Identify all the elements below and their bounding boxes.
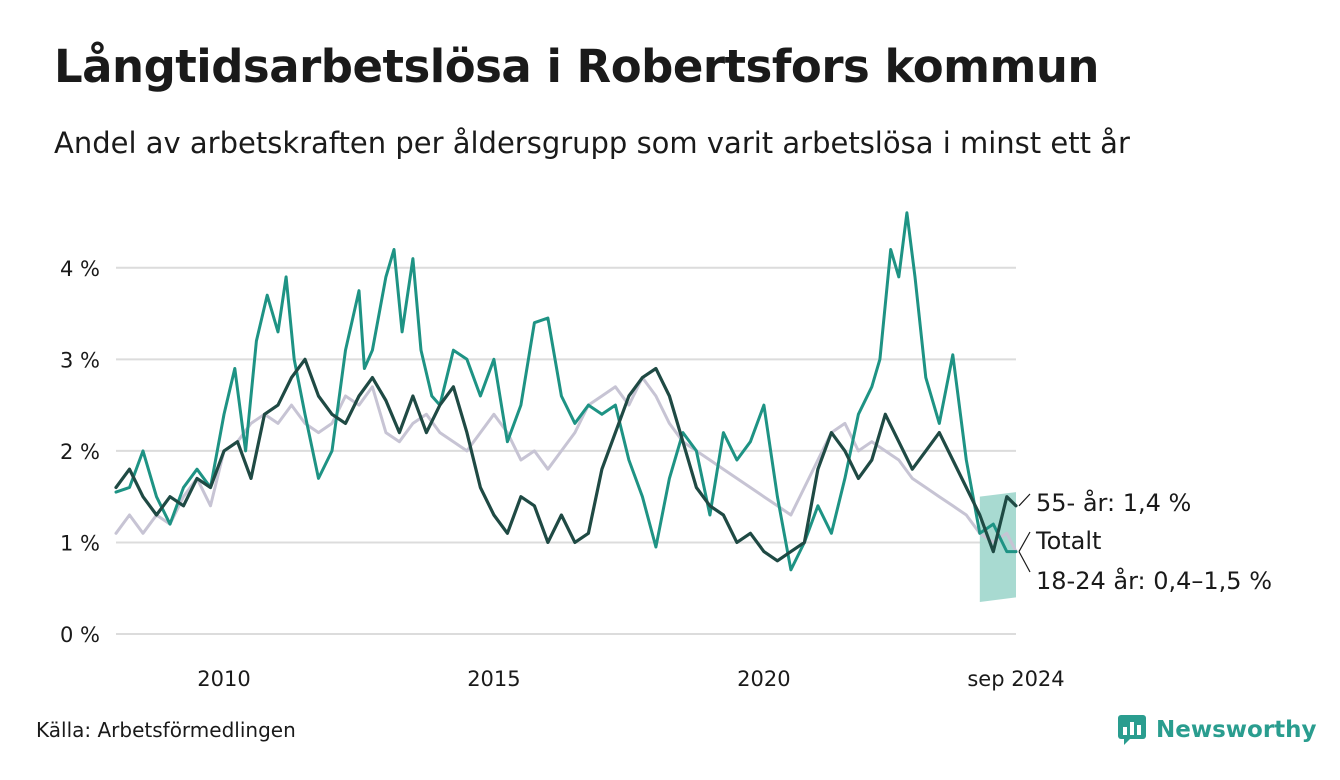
x-tick-label: 2010 xyxy=(197,667,250,691)
end-label-leader xyxy=(1018,551,1031,573)
y-tick-label: 3 % xyxy=(60,348,100,372)
series-line-55-r xyxy=(114,357,1018,563)
end-label-senior: 55- år: 1,4 % xyxy=(1036,488,1191,517)
grid-lines xyxy=(116,266,1016,635)
end-label-leader xyxy=(1018,493,1031,507)
confidence-band xyxy=(979,492,1016,602)
page-title: Långtidsarbetslösa i Robertsfors kommun xyxy=(54,40,1099,93)
x-axis-labels: 2010 2015 2020 sep 2024 xyxy=(197,667,1064,691)
end-label-leader xyxy=(1018,531,1031,552)
end-label-youth: 18-24 år: 0,4–1,5 % xyxy=(1036,566,1272,595)
series-line-totalt xyxy=(114,376,1018,554)
y-tick-label: 2 % xyxy=(60,440,100,464)
youth-range-band xyxy=(979,492,1016,602)
y-tick-label: 1 % xyxy=(60,531,100,555)
x-tick-label: sep 2024 xyxy=(967,667,1064,691)
source-note: Källa: Arbetsförmedlingen xyxy=(36,718,296,742)
newsworthy-logo-icon xyxy=(1118,715,1146,745)
end-labels: 55- år: 1,4 % Totalt 18-24 år: 0,4–1,5 % xyxy=(1018,488,1272,595)
y-tick-label: 4 % xyxy=(60,257,100,281)
y-axis-labels: 0 % 1 % 2 % 3 % 4 % xyxy=(60,257,100,647)
y-tick-label: 0 % xyxy=(60,623,100,647)
series-lines xyxy=(114,211,1018,572)
x-tick-label: 2015 xyxy=(467,667,520,691)
brand-name: Newsworthy xyxy=(1156,717,1317,743)
series-line-18-24-r xyxy=(114,211,1018,572)
x-tick-label: 2020 xyxy=(737,667,790,691)
brand-logo: Newsworthy xyxy=(1118,712,1317,748)
page-subtitle: Andel av arbetskraften per åldersgrupp s… xyxy=(54,126,1130,160)
end-label-total: Totalt xyxy=(1035,527,1101,555)
